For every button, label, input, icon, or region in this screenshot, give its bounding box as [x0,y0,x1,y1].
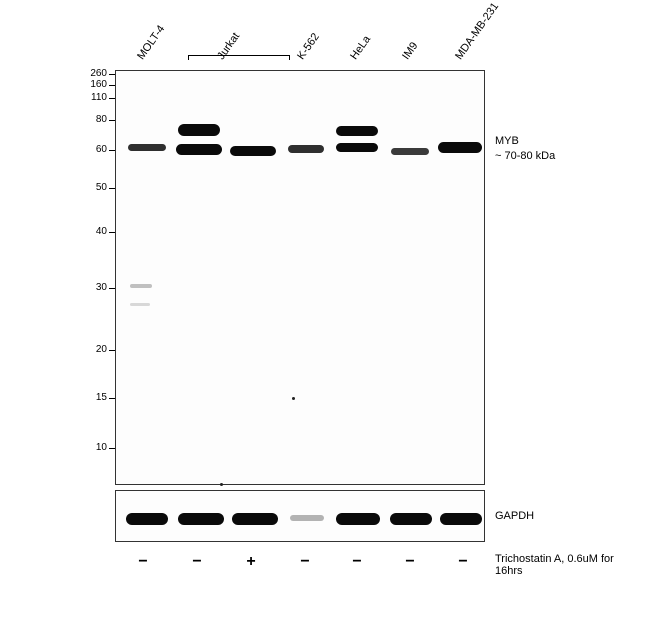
treatment-symbol: − [400,553,420,571]
gapdh-blot-panel [115,490,485,542]
blot-band [130,284,152,288]
treatment-label: Trichostatin A, 0.6uM for 16hrs [495,553,615,577]
blot-band [336,143,378,152]
mw-tick [109,74,115,75]
lane-labels-row: MOLT-4JurkatK-562HeLaIM9MDA-MB-231 [120,10,520,65]
mw-marker: 80 [79,114,107,125]
blot-band [128,144,166,151]
mw-marker: 15 [79,392,107,403]
blot-band [290,515,324,521]
mw-tick [109,232,115,233]
gapdh-label: GAPDH [495,510,534,522]
myb-kda-label: ~ 70-80 kDa [495,150,555,162]
mw-tick [109,150,115,151]
blot-band [336,126,378,136]
jurkat-bracket [188,55,290,60]
blot-band [130,303,150,306]
western-blot-figure: MOLT-4JurkatK-562HeLaIM9MDA-MB-231 MYB ~… [35,10,615,622]
treatment-symbol: − [295,553,315,571]
myb-label: MYB [495,135,519,147]
mw-tick [109,120,115,121]
lane-label: MOLT-4 [135,23,167,62]
mw-marker: 110 [79,92,107,103]
mw-tick [109,188,115,189]
blot-band [390,513,432,525]
mw-marker: 50 [79,182,107,193]
mw-marker: 60 [79,144,107,155]
speck [220,483,223,486]
lane-label: IM9 [400,40,420,62]
blot-band [176,144,222,155]
treatment-symbol: − [347,553,367,571]
blot-band [178,513,224,525]
mw-marker: 40 [79,226,107,237]
treatment-symbol: − [187,553,207,571]
lane-label: MDA-MB-231 [453,1,501,62]
blot-band [288,145,324,153]
blot-band [336,513,380,525]
mw-tick [109,98,115,99]
mw-tick [109,448,115,449]
mw-marker: 30 [79,282,107,293]
blot-band [230,146,276,156]
mw-marker: 10 [79,442,107,453]
treatment-row: − − + − − − − [115,553,485,573]
mw-tick [109,398,115,399]
speck [292,397,295,400]
treatment-symbol: − [453,553,473,571]
mw-marker: 20 [79,344,107,355]
treatment-symbol: − [133,553,153,571]
blot-band [440,513,482,525]
blot-band [126,513,168,525]
mw-tick [109,288,115,289]
mw-marker: 160 [79,79,107,90]
main-blot-panel [115,70,485,485]
mw-tick [109,85,115,86]
mw-tick [109,350,115,351]
lane-label: HeLa [348,34,373,62]
blot-band [438,142,482,153]
blot-band [391,148,429,155]
lane-label: K-562 [295,31,322,62]
blot-band [232,513,278,525]
blot-band [178,124,220,136]
treatment-symbol: + [241,553,261,571]
mw-marker: 260 [79,68,107,79]
